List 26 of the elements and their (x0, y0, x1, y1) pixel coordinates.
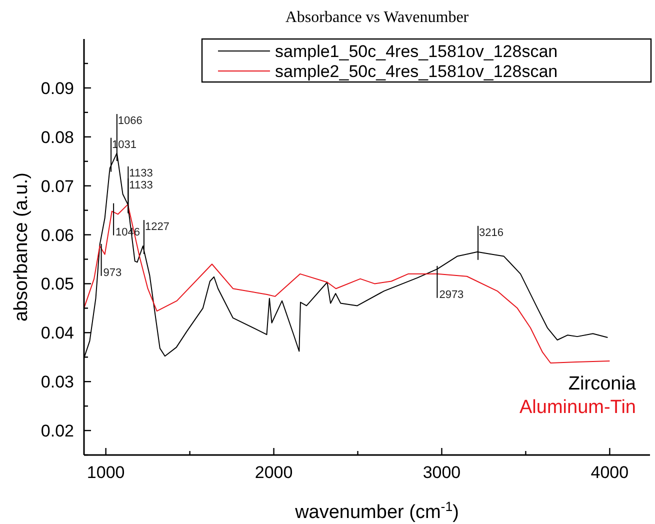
annotation: Zirconia (568, 374, 636, 395)
annotation: 1227 (144, 221, 170, 234)
annotation: 2973 (439, 288, 464, 301)
x-tick-label: 3000 (422, 463, 461, 482)
legend-label: sample1_50c_4res_1581ov_128scan (275, 42, 558, 61)
y-tick-label: 0.07 (40, 176, 74, 196)
x-axis-title: wavenumber (cm$^{-1}$) (294, 498, 459, 523)
annotation: 1133 (129, 167, 153, 180)
x-tick-label: 2000 (254, 463, 293, 482)
chart-title: Absorbance vs Wavenumber (285, 9, 470, 26)
y-tick-label: 0.03 (40, 372, 74, 392)
y-tick-label: 0.09 (40, 78, 74, 98)
annotation: 1133 (129, 179, 153, 192)
y-tick-label: 0.05 (40, 274, 74, 294)
x-tick-label: 1000 (86, 463, 125, 482)
y-tick-label: 0.02 (40, 422, 74, 441)
annotation: 973 (103, 266, 122, 279)
annotation: 1066 (118, 115, 142, 128)
y-tick-label: 0.06 (40, 226, 74, 245)
x-tick-label: 4000 (590, 463, 629, 482)
y-axis-title: absorbance (a.u.) (11, 172, 32, 322)
annotation: Aluminum-Tin (520, 397, 636, 418)
annotation: 3216 (479, 226, 504, 239)
y-tick-label: 0.08 (40, 128, 74, 147)
legend-label: sample2_50c_4res_1581ov_128scan (275, 62, 558, 81)
y-tick-label: 0.04 (40, 324, 74, 343)
